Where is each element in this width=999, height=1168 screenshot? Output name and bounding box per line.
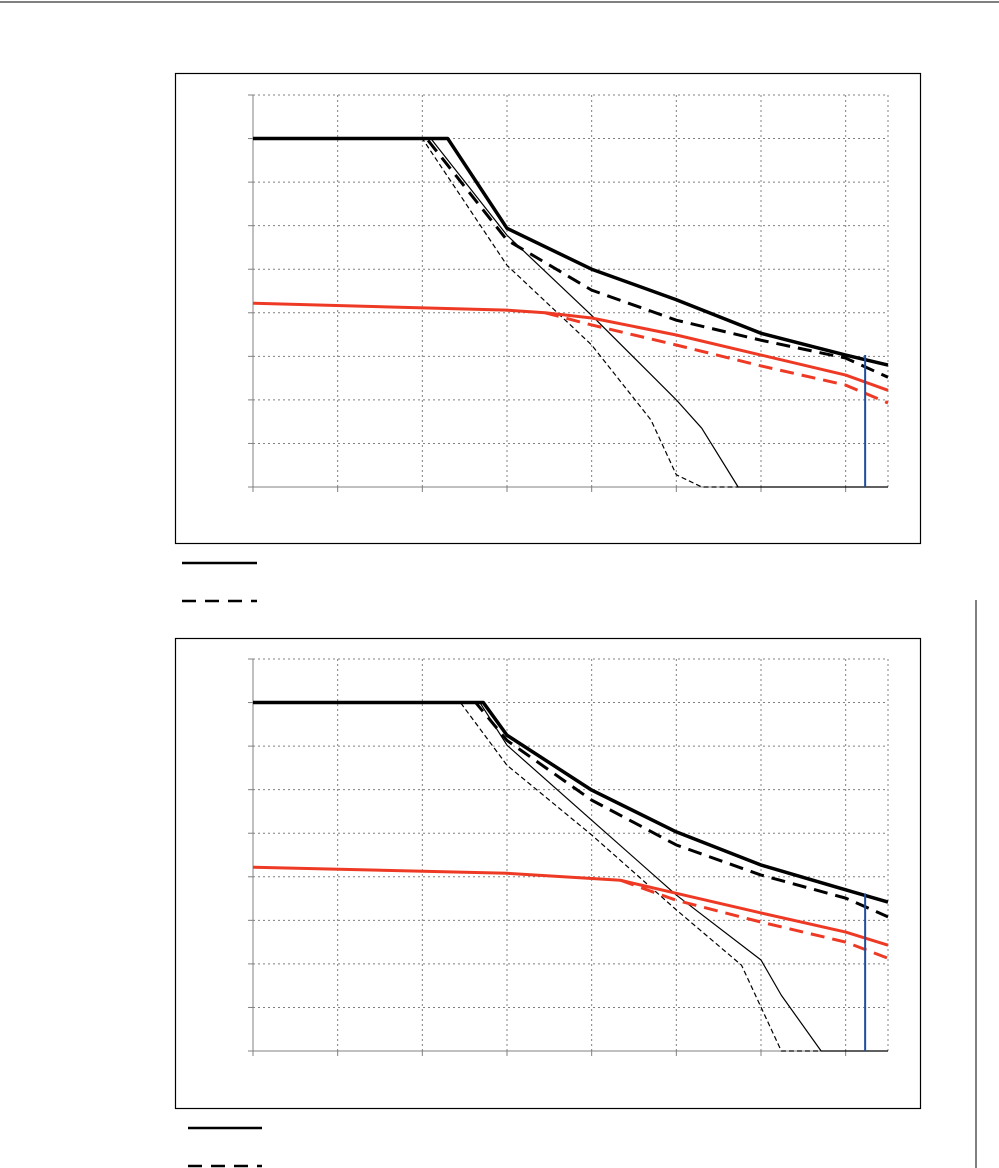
series-line bbox=[544, 311, 889, 405]
series-line bbox=[252, 865, 889, 947]
series-line bbox=[253, 700, 889, 904]
series-line bbox=[253, 137, 739, 488]
series-line bbox=[253, 701, 889, 919]
series-line bbox=[252, 301, 889, 392]
series-line bbox=[253, 701, 822, 1052]
series-line bbox=[253, 137, 888, 488]
series-line bbox=[253, 136, 889, 367]
series-line bbox=[253, 137, 889, 379]
series-line bbox=[253, 701, 888, 1052]
chart-frame bbox=[174, 72, 922, 545]
series-line bbox=[619, 878, 889, 960]
chart-frame bbox=[174, 637, 922, 1110]
